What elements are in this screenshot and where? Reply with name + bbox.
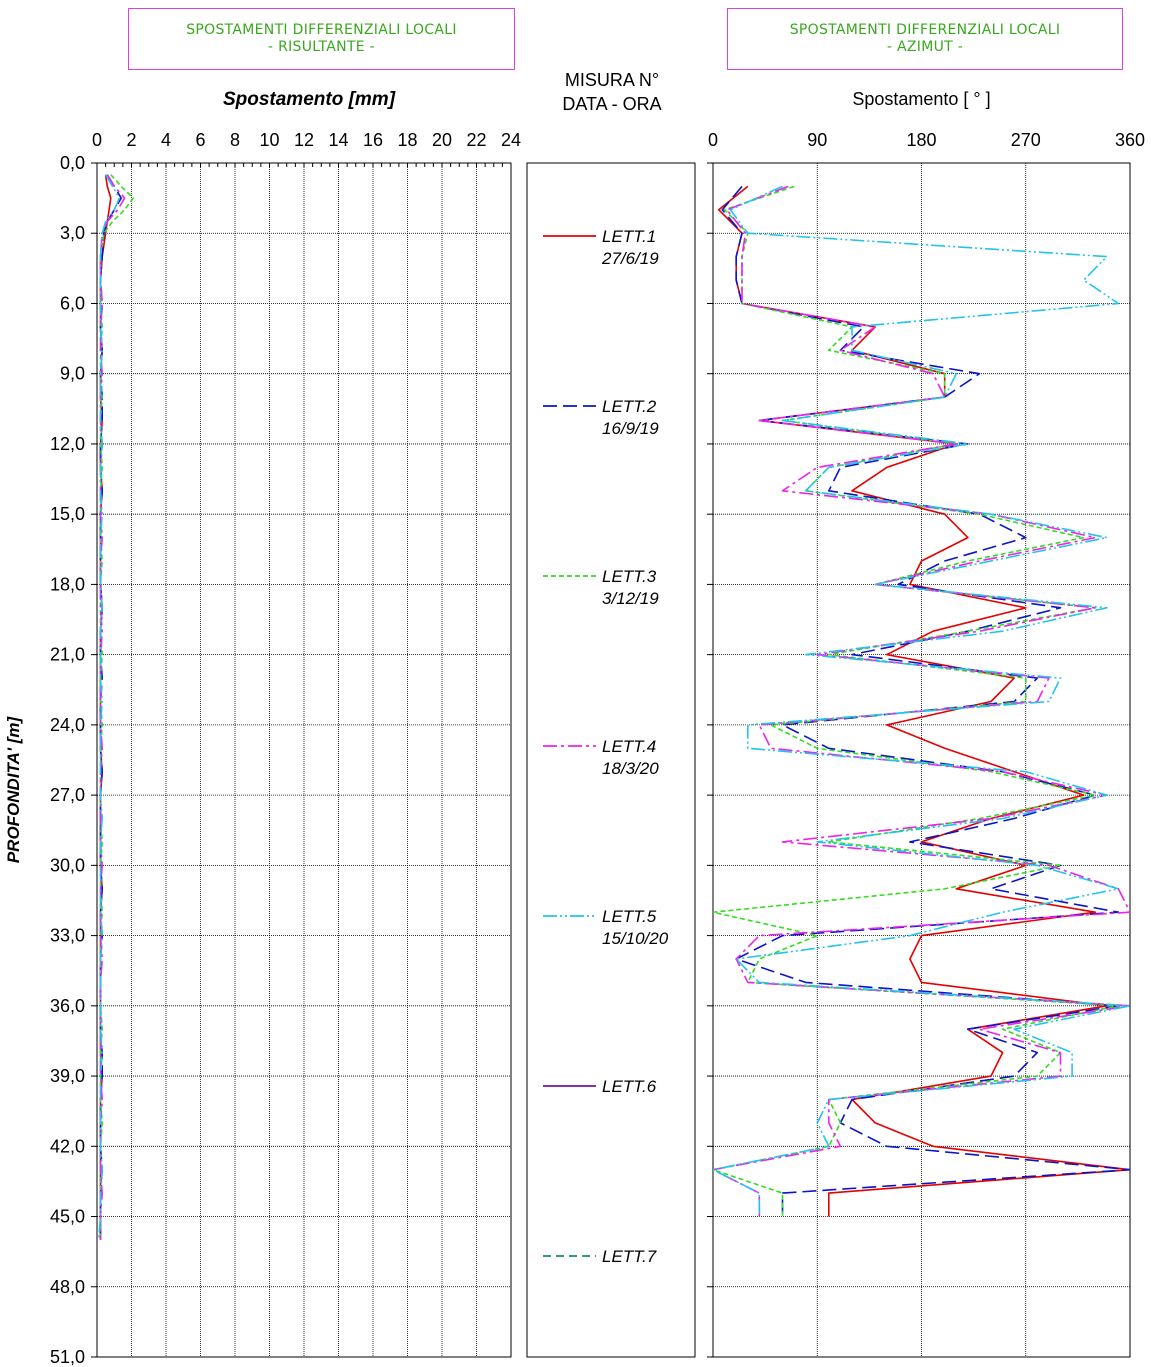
azimut-subtitle: - AZIMUT -: [886, 39, 964, 55]
depth-tick-label: 0,0: [60, 153, 85, 173]
depth-tick-label: 27,0: [50, 785, 85, 805]
depth-tick-label: 36,0: [50, 996, 85, 1016]
depth-tick-label: 48,0: [50, 1277, 85, 1297]
risultante-x-tick-label: 0: [92, 130, 102, 150]
risultante-x-tick-label: 10: [259, 130, 279, 150]
risultante-series-lett5: [97, 174, 121, 1240]
azimut-x-tick-label: 270: [1011, 130, 1041, 150]
risultante-x-axis-title: Spostamento [mm]: [222, 89, 396, 110]
depth-tick-label: 45,0: [50, 1207, 85, 1227]
risultante-x-tick-label: 6: [195, 130, 205, 150]
legend-date: 18/3/20: [602, 759, 659, 778]
risultante-x-tick-label: 20: [432, 130, 452, 150]
azimut-title: SPOSTAMENTI DIFFERENZIALI LOCALI: [789, 22, 1061, 38]
legend-box: [526, 162, 696, 1358]
depth-tick-label: 24,0: [50, 715, 85, 735]
legend-label: LETT.7: [602, 1247, 657, 1266]
risultante-x-tick-label: 2: [126, 130, 136, 150]
depth-tick-label: 6,0: [60, 293, 85, 313]
depth-tick-label: 12,0: [50, 434, 85, 454]
legend-label: LETT.5: [602, 907, 657, 926]
depth-tick-label: 9,0: [60, 364, 85, 384]
azimut-series-lett3: [713, 185, 1120, 1217]
legend-label: LETT.1: [602, 227, 656, 246]
depth-tick-label: 15,0: [50, 504, 85, 524]
legend-date: 27/6/19: [601, 249, 659, 268]
legend: LETT.1 27/6/19 LETT.2 16/9/19 LETT.3 3/12/19 L…: [526, 162, 696, 1358]
risultante-x-tick-label: 12: [294, 130, 314, 150]
legend-label: LETT.2: [602, 397, 657, 416]
risultante-title: SPOSTAMENTI DIFFERENZIALI LOCALI: [186, 22, 457, 38]
azimut-chart: 0 90 180 270 360: [707, 130, 1145, 1358]
azimut-title-box: SPOSTAMENTI DIFFERENZIALI LOCALI - AZIMU…: [727, 8, 1123, 70]
azimut-x-tick-label: 180: [906, 130, 936, 150]
risultante-x-tick-label: 14: [328, 130, 348, 150]
risultante-x-tick-label: 24: [501, 130, 521, 150]
azimut-x-tick-label: 360: [1115, 130, 1145, 150]
legend-label: LETT.4: [602, 737, 656, 756]
risultante-chart: 0 2 4 6 8 10 12 14 16 18 20 22 240,03,06,09,012,015,…: [50, 130, 521, 1367]
azimut-series-lett4: [713, 185, 1130, 1217]
legend-header-misura: MISURA N°: [564, 70, 660, 90]
risultante-x-tick-label: 8: [230, 130, 240, 150]
azimut-x-tick-label: 0: [708, 130, 718, 150]
risultante-series-group: [97, 174, 134, 1240]
azimut-x-axis-title: Spostamento [ ° ]: [852, 89, 991, 109]
risultante-x-tick-label: 4: [161, 130, 171, 150]
depth-tick-label: 18,0: [50, 574, 85, 594]
risultante-x-tick-label: 18: [397, 130, 417, 150]
azimut-series-group: [713, 185, 1130, 1217]
legend-header-data-ora: DATA - ORA: [562, 94, 662, 114]
depth-tick-label: 33,0: [50, 926, 85, 946]
depth-tick-label: 39,0: [50, 1066, 85, 1086]
legend-date: 15/10/20: [602, 929, 669, 948]
azimut-series-lett2: [721, 185, 1130, 1217]
depth-tick-label: 21,0: [50, 645, 85, 665]
legend-label: LETT.6: [602, 1077, 657, 1096]
legend-date: 16/9/19: [602, 419, 659, 438]
risultante-title-box: SPOSTAMENTI DIFFERENZIALI LOCALI - RISUL…: [128, 8, 515, 70]
risultante-x-tick-label: 22: [466, 130, 486, 150]
depth-tick-label: 42,0: [50, 1136, 85, 1156]
legend-date: 3/12/19: [602, 589, 659, 608]
risultante-subtitle: - RISULTANTE -: [268, 39, 375, 55]
azimut-series-lett5: [713, 185, 1130, 1217]
risultante-x-tick-label: 16: [363, 130, 383, 150]
depth-tick-label: 30,0: [50, 855, 85, 875]
depth-tick-label: 51,0: [50, 1347, 85, 1367]
legend-label: LETT.3: [602, 567, 657, 586]
depth-tick-label: 3,0: [60, 223, 85, 243]
azimut-x-tick-label: 90: [807, 130, 827, 150]
